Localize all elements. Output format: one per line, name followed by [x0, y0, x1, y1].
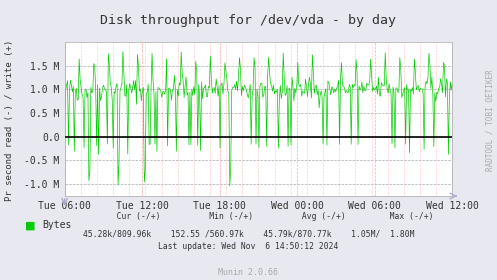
Text: Disk throughput for /dev/vda - by day: Disk throughput for /dev/vda - by day	[100, 14, 397, 27]
Text: Last update: Wed Nov  6 14:50:12 2024: Last update: Wed Nov 6 14:50:12 2024	[159, 242, 338, 251]
Text: Bytes: Bytes	[42, 220, 72, 230]
Text: Pr second read (-) / write (+): Pr second read (-) / write (+)	[5, 40, 14, 201]
Text: Cur (-/+)          Min (-/+)          Avg (-/+)         Max (-/+): Cur (-/+) Min (-/+) Avg (-/+) Max (-/+)	[63, 212, 434, 221]
Text: Munin 2.0.66: Munin 2.0.66	[219, 268, 278, 277]
Text: 45.28k/809.96k    152.55 /560.97k    45.79k/870.77k    1.05M/  1.80M: 45.28k/809.96k 152.55 /560.97k 45.79k/87…	[83, 229, 414, 238]
Text: RADTOOL / TOBI OETIKER: RADTOOL / TOBI OETIKER	[485, 69, 494, 171]
Text: ■: ■	[25, 220, 35, 230]
